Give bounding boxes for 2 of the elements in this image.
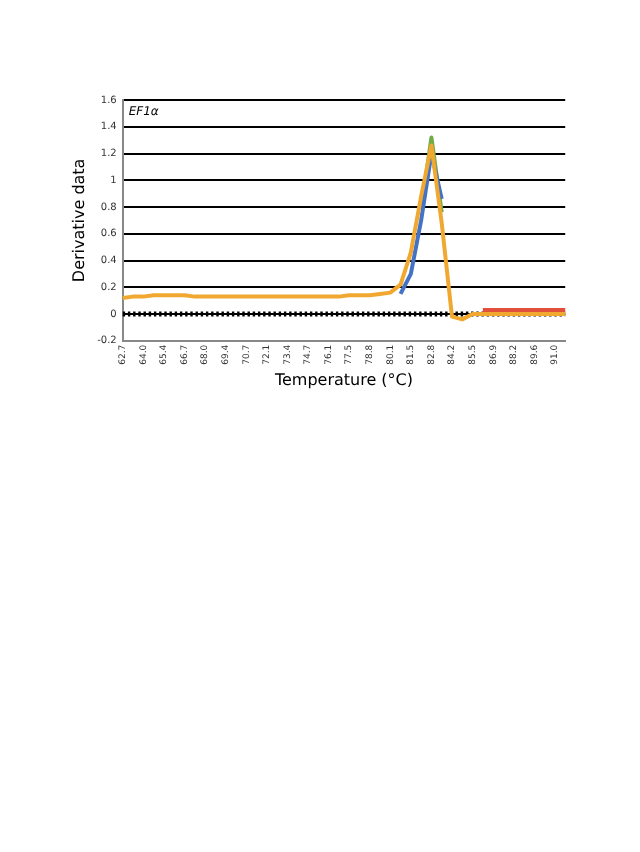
y-axis-title: Derivative data: [69, 158, 88, 283]
x-axis-title: Temperature (°C): [272, 370, 413, 389]
